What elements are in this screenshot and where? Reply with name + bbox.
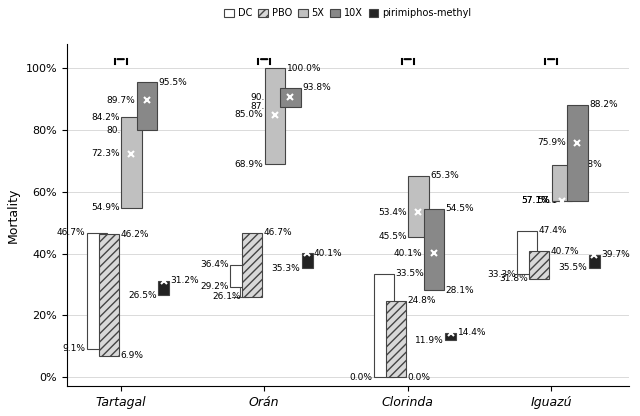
Bar bbox=[374, 274, 394, 377]
Text: 65.3%: 65.3% bbox=[430, 171, 459, 180]
Text: 29.2%: 29.2% bbox=[200, 282, 228, 292]
Text: 46.7%: 46.7% bbox=[56, 228, 85, 238]
Text: 68.8%: 68.8% bbox=[573, 160, 602, 169]
Bar bbox=[158, 281, 169, 295]
Bar bbox=[302, 253, 312, 268]
Text: 31.8%: 31.8% bbox=[499, 275, 527, 283]
Text: 90.7%: 90.7% bbox=[250, 93, 279, 102]
Text: 46.2%: 46.2% bbox=[120, 230, 149, 239]
Bar bbox=[265, 68, 285, 164]
Text: 26.1%: 26.1% bbox=[212, 292, 241, 301]
Text: 100.0%: 100.0% bbox=[287, 64, 321, 73]
Text: 89.7%: 89.7% bbox=[107, 96, 136, 105]
Bar bbox=[280, 87, 301, 107]
Text: 54.9%: 54.9% bbox=[91, 203, 120, 212]
Text: 87.5%: 87.5% bbox=[250, 102, 279, 111]
Text: 0.0%: 0.0% bbox=[407, 373, 430, 381]
Text: 93.8%: 93.8% bbox=[302, 83, 331, 92]
Text: 53.4%: 53.4% bbox=[378, 208, 407, 217]
Bar bbox=[242, 233, 262, 297]
Bar bbox=[137, 82, 157, 130]
Text: 54.5%: 54.5% bbox=[445, 204, 474, 213]
Text: 75.9%: 75.9% bbox=[537, 138, 566, 147]
Text: 36.4%: 36.4% bbox=[200, 260, 228, 269]
Text: 14.4%: 14.4% bbox=[458, 328, 486, 337]
Text: 11.9%: 11.9% bbox=[415, 336, 444, 345]
Text: 40.1%: 40.1% bbox=[314, 249, 342, 258]
Text: 95.5%: 95.5% bbox=[159, 78, 188, 87]
Text: 47.4%: 47.4% bbox=[539, 226, 567, 235]
Text: 33.5%: 33.5% bbox=[396, 269, 424, 278]
Text: 88.2%: 88.2% bbox=[589, 100, 618, 109]
Bar bbox=[385, 300, 406, 377]
Text: 9.1%: 9.1% bbox=[62, 344, 85, 354]
Text: 57.1%: 57.1% bbox=[522, 196, 550, 206]
Text: 26.5%: 26.5% bbox=[128, 291, 157, 300]
Bar bbox=[230, 265, 250, 287]
Text: 35.5%: 35.5% bbox=[559, 263, 588, 272]
Bar bbox=[567, 105, 588, 201]
Bar bbox=[552, 165, 572, 201]
Text: 0.0%: 0.0% bbox=[349, 373, 372, 381]
Bar bbox=[121, 117, 141, 208]
Text: 28.1%: 28.1% bbox=[445, 286, 474, 295]
Text: 40.1%: 40.1% bbox=[394, 249, 422, 258]
Text: 57.1%: 57.1% bbox=[537, 196, 566, 206]
Text: 45.5%: 45.5% bbox=[378, 232, 407, 241]
Text: 40.7%: 40.7% bbox=[551, 247, 579, 256]
Text: 84.2%: 84.2% bbox=[92, 113, 120, 122]
Bar bbox=[408, 176, 429, 237]
Bar bbox=[86, 233, 107, 349]
Bar bbox=[99, 235, 119, 356]
Bar bbox=[529, 251, 549, 279]
Text: 57.1%: 57.1% bbox=[522, 196, 550, 206]
Legend: DC, PBO, 5X, 10X, pirimiphos-methyl: DC, PBO, 5X, 10X, pirimiphos-methyl bbox=[221, 4, 476, 22]
Bar bbox=[424, 209, 444, 290]
Y-axis label: Mortality: Mortality bbox=[7, 187, 20, 243]
Bar bbox=[517, 231, 538, 274]
Text: 80.0%: 80.0% bbox=[107, 126, 136, 135]
Bar bbox=[445, 333, 456, 340]
Text: 31.2%: 31.2% bbox=[170, 276, 199, 285]
Text: 46.7%: 46.7% bbox=[264, 228, 292, 238]
Text: 33.3%: 33.3% bbox=[487, 270, 516, 279]
Text: 72.3%: 72.3% bbox=[91, 149, 120, 158]
Text: 35.3%: 35.3% bbox=[271, 264, 300, 272]
Text: 24.8%: 24.8% bbox=[407, 296, 436, 305]
Text: 39.7%: 39.7% bbox=[601, 250, 630, 259]
Bar bbox=[589, 255, 600, 267]
Text: 6.9%: 6.9% bbox=[120, 351, 143, 360]
Text: 68.9%: 68.9% bbox=[235, 160, 263, 169]
Text: 85.0%: 85.0% bbox=[235, 110, 263, 119]
